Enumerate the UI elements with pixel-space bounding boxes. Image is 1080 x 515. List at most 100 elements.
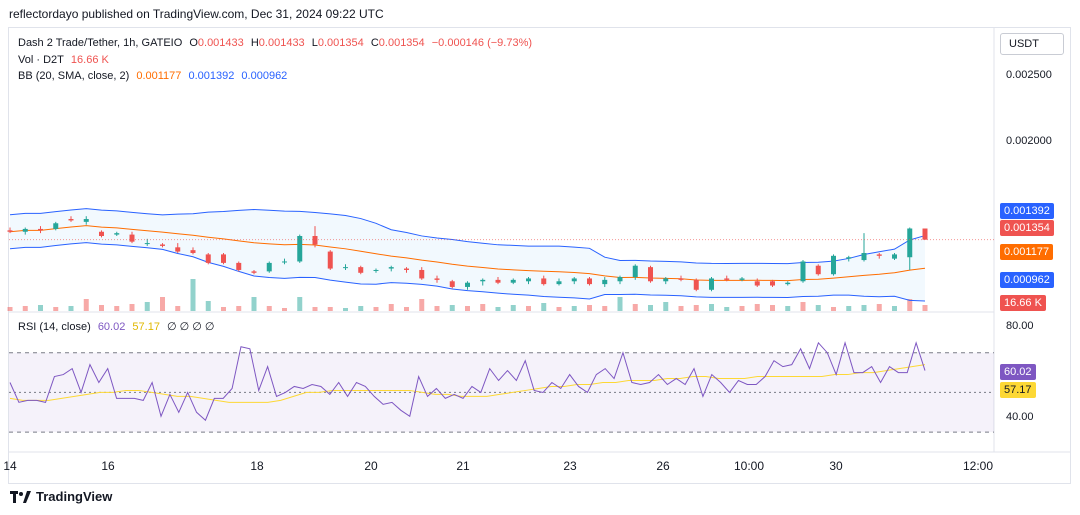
legend-bb-upper: 0.001392 xyxy=(188,70,235,82)
volume-bar xyxy=(648,305,653,311)
candle-body xyxy=(617,277,623,282)
candle-body xyxy=(419,269,425,279)
legend-rsi-value: 60.02 xyxy=(97,321,126,333)
bollinger-lower-line xyxy=(9,242,926,302)
candle-body xyxy=(22,228,28,232)
legend-rsi-rest: ∅ ∅ ∅ ∅ xyxy=(167,321,215,333)
candle-body xyxy=(602,279,608,285)
price-tick: 0.002000 xyxy=(1006,135,1052,147)
legend-vol-label: Vol · D2T xyxy=(18,54,64,66)
rsi-tick: 80.00 xyxy=(1006,320,1034,332)
close-price-badge: 0.001354 xyxy=(1000,220,1054,236)
volume-bar xyxy=(373,307,379,311)
bollinger-fill xyxy=(10,208,925,302)
candle-body xyxy=(266,262,272,272)
volume-bar xyxy=(678,306,684,311)
candle-body xyxy=(83,219,89,222)
candle-body xyxy=(7,230,13,232)
legend-low: 0.001354 xyxy=(317,37,364,49)
candle-body xyxy=(312,236,318,245)
volume-bar xyxy=(693,305,699,311)
lower-band-badge: 0.000962 xyxy=(1000,272,1054,288)
x-tick: 21 xyxy=(456,459,470,473)
candle-body xyxy=(282,261,287,263)
x-tick: 30 xyxy=(829,459,843,473)
volume-bar xyxy=(388,304,394,311)
rsi-ma-badge: 57.17 xyxy=(1000,382,1036,398)
candle-body xyxy=(190,250,196,253)
legend-c-label: C xyxy=(370,37,379,49)
candle-body xyxy=(678,278,684,280)
legend-rsi-ma: 57.17 xyxy=(132,321,160,333)
volume-bar xyxy=(480,304,486,311)
volume-bar xyxy=(236,306,242,311)
rsi-line xyxy=(9,340,926,422)
candle-body xyxy=(129,234,135,242)
rsi-badge: 60.02 xyxy=(1000,364,1036,380)
volume-bar xyxy=(38,305,43,311)
candle-body xyxy=(785,282,791,285)
candle-body xyxy=(922,228,928,240)
candle-body xyxy=(68,219,74,221)
volume-bar xyxy=(358,306,364,311)
candle-body xyxy=(556,281,562,285)
publisher-line: reflectordayo published on TradingView.c… xyxy=(9,7,384,21)
tradingview-logo[interactable]: TradingView xyxy=(10,489,112,504)
candle-body xyxy=(693,279,699,290)
volume-bar xyxy=(526,306,531,311)
candle-body xyxy=(663,278,669,282)
volume-bar xyxy=(282,308,287,311)
volume-bar xyxy=(343,308,348,311)
volume-bar xyxy=(297,297,303,311)
bollinger-upper-line xyxy=(9,208,926,265)
legend-rsi-row: RSI (14, close) 60.02 57.17 ∅ ∅ ∅ ∅ xyxy=(18,320,219,333)
candle-body xyxy=(770,281,775,286)
candle-body xyxy=(297,236,303,262)
legend-symbol: Dash 2 Trade/Tether, 1h, GATEIO xyxy=(18,37,183,49)
candle-body xyxy=(571,278,577,282)
volume-bar xyxy=(434,306,440,311)
candle-body xyxy=(815,265,821,275)
candle-body xyxy=(495,279,501,283)
x-tick: 26 xyxy=(656,459,670,473)
volume-bar xyxy=(205,301,211,311)
x-tick: 20 xyxy=(364,459,378,473)
volume-bar xyxy=(861,305,867,311)
candle-body xyxy=(205,254,211,263)
volume-bar xyxy=(495,307,501,311)
candle-body xyxy=(754,281,760,286)
candle-body xyxy=(739,278,745,280)
candle-body xyxy=(327,251,333,269)
candle-body xyxy=(648,267,653,282)
volume-bar xyxy=(739,306,745,311)
volume-bar xyxy=(632,304,638,311)
rsi-ma-line xyxy=(9,364,926,403)
basis-badge: 0.001177 xyxy=(1000,244,1054,260)
volume-badge: 16.66 K xyxy=(1000,295,1046,311)
legend-l-label: L xyxy=(311,37,318,49)
candle-body xyxy=(632,265,638,278)
legend-change: −0.000146 (−9.73%) xyxy=(431,37,533,49)
candle-body xyxy=(526,278,531,282)
volume-bar xyxy=(312,307,318,311)
candle-body xyxy=(236,262,242,270)
rsi-tick: 40.00 xyxy=(1006,411,1034,423)
candle-body xyxy=(907,228,913,258)
volume-bar xyxy=(175,306,181,311)
legend-bb-label: BB (20, SMA, close, 2) xyxy=(18,70,130,82)
chart-frame xyxy=(8,27,1071,484)
legend-high: 0.001433 xyxy=(258,37,305,49)
volume-bar xyxy=(831,307,836,311)
candle-body xyxy=(388,267,394,269)
volume-bar xyxy=(815,305,821,311)
volume-bar xyxy=(266,306,272,311)
candle-body xyxy=(449,281,455,287)
candle-body xyxy=(846,257,852,259)
currency-button[interactable]: USDT xyxy=(1000,33,1064,55)
candle-body xyxy=(175,247,181,252)
x-tick: 10:00 xyxy=(733,459,765,473)
volume-bar xyxy=(617,297,623,311)
volume-bar xyxy=(754,304,760,311)
candle-body xyxy=(343,267,348,269)
